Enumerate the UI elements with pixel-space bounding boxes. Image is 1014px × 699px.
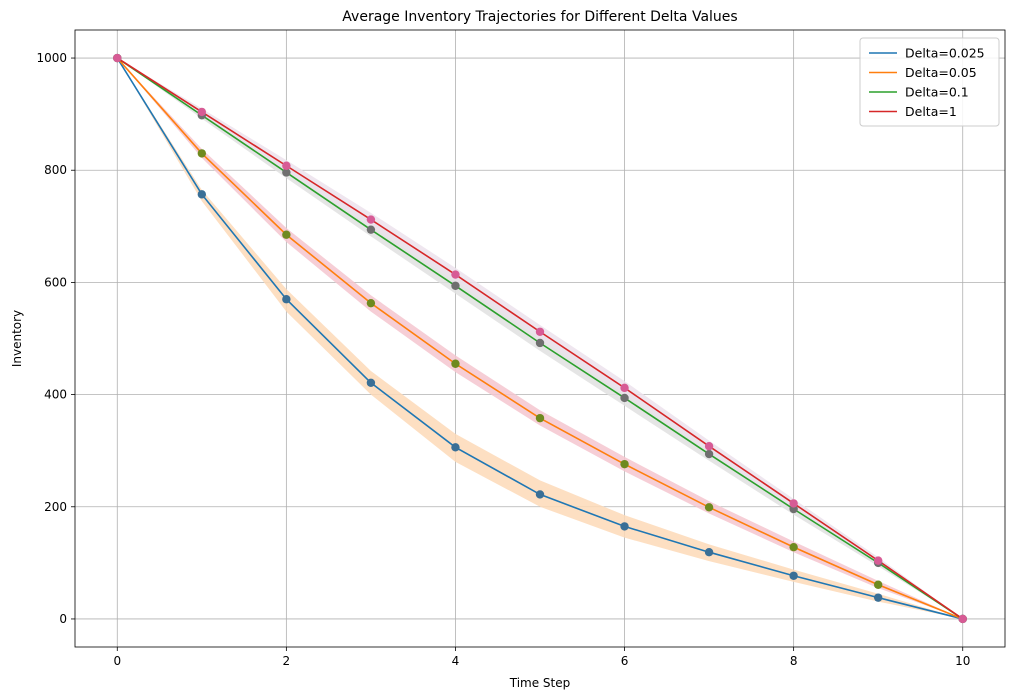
y-tick-label: 200 (44, 500, 67, 514)
legend: Delta=0.025 Delta=0.05 Delta=0.1 Delta=1 (859, 37, 1000, 127)
data-point (789, 499, 798, 508)
legend-label: Delta=1 (905, 104, 957, 119)
data-point (620, 393, 629, 403)
data-point (282, 295, 291, 304)
data-point (451, 359, 460, 368)
data-point (451, 443, 460, 452)
y-tick-label: 600 (44, 275, 67, 289)
series-markers (113, 53, 967, 624)
data-point (282, 168, 291, 177)
x-tick-label: 8 (790, 654, 798, 668)
legend-label: Delta=0.1 (905, 85, 969, 100)
y-tick-label: 800 (44, 163, 67, 177)
confidence-bands (117, 58, 963, 619)
data-point (789, 571, 798, 580)
data-point (535, 490, 545, 499)
legend-frame (859, 37, 1000, 127)
data-point (873, 580, 883, 589)
data-point (873, 556, 883, 565)
legend-label: Delta=0.025 (905, 46, 985, 61)
x-tick-label: 4 (452, 654, 460, 668)
data-point (535, 413, 545, 423)
data-point (620, 522, 629, 531)
confidence-band-3 (117, 58, 963, 619)
x-tick-label: 10 (955, 654, 970, 668)
data-point (113, 53, 122, 63)
x-tick-label: 0 (113, 654, 121, 668)
confidence-band-0 (117, 58, 963, 619)
data-point (704, 548, 714, 557)
data-point (282, 161, 291, 170)
data-point (535, 327, 545, 336)
chart-title: Average Inventory Trajectories for Diffe… (342, 9, 737, 25)
y-axis-label: Inventory (10, 310, 24, 367)
x-tick-label: 6 (621, 654, 629, 668)
data-point (789, 542, 798, 552)
data-point (366, 215, 376, 224)
data-point (197, 149, 207, 158)
legend-label: Delta=0.05 (905, 65, 977, 80)
y-tick-label: 1000 (36, 51, 67, 65)
data-point (451, 281, 460, 290)
data-point (197, 190, 207, 199)
x-tick-label: 2 (283, 654, 291, 668)
data-point (535, 338, 545, 348)
y-tick-label: 400 (44, 388, 67, 402)
data-point (366, 225, 376, 234)
data-point (366, 298, 376, 308)
grid (75, 30, 1005, 647)
data-point (704, 503, 714, 512)
data-point (704, 449, 714, 459)
data-point (197, 107, 207, 117)
data-point (958, 614, 967, 624)
data-point (282, 230, 291, 239)
data-point (873, 593, 883, 602)
data-point (704, 441, 714, 451)
data-point (620, 459, 629, 469)
axis-ticks: 0 2 4 6 8 10 0 200 400 600 800 1000 (36, 51, 970, 668)
x-axis-label: Time Step (509, 676, 571, 690)
plot-frame (74, 29, 1006, 648)
data-point (366, 378, 376, 388)
data-point (451, 270, 460, 279)
data-point (620, 383, 629, 393)
y-tick-label: 0 (59, 612, 67, 626)
